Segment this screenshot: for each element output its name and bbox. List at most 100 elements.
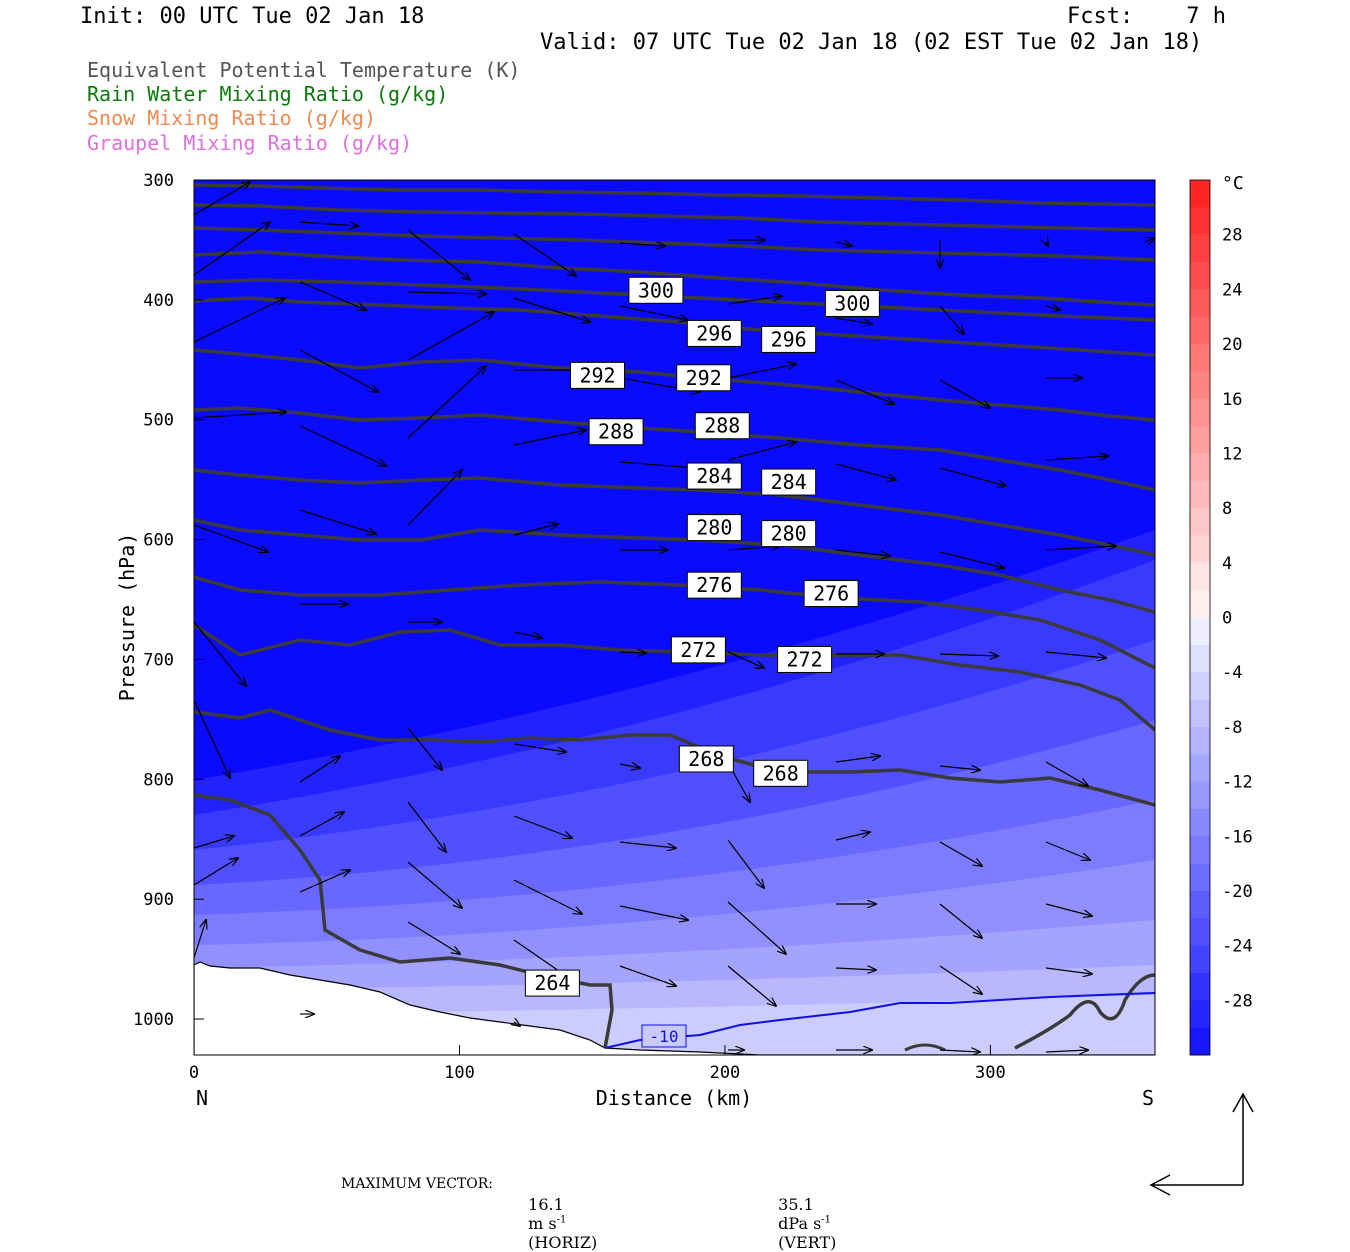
field-label-theta-e: Equivalent Potential Temperature (K)	[87, 58, 521, 82]
contour-label-text: 276	[813, 582, 849, 606]
wind-vector	[407, 229, 470, 280]
vert-unit: dPa s	[778, 1214, 822, 1233]
contour-label-box	[524, 969, 580, 997]
colorbar-unit: °C	[1222, 173, 1244, 194]
wind-vector	[194, 858, 238, 886]
y-tick-label: 400	[143, 291, 174, 311]
colorbar-tick-label: -12	[1222, 773, 1253, 793]
theta-e-contour-288	[194, 406, 1155, 492]
contour-label-box	[777, 645, 833, 673]
colorbar-segment	[1190, 836, 1210, 865]
colorbar-segment	[1190, 918, 1210, 947]
colorbar-segment	[1190, 207, 1210, 236]
wind-vector	[1045, 841, 1090, 860]
y-tick-label: 800	[143, 770, 174, 790]
wind-vector	[513, 297, 590, 322]
wind-vector	[835, 317, 872, 324]
contour-label-text: 268	[688, 747, 724, 771]
max-vector-label: MAXIMUM VECTOR:	[341, 1176, 493, 1192]
colorbar-segment	[1190, 453, 1210, 482]
wind-vector	[1046, 242, 1048, 246]
colorbar-segment	[1190, 508, 1210, 536]
contour-label-text: 284	[771, 470, 807, 494]
wind-vector	[1045, 651, 1106, 658]
wind-vector	[299, 756, 340, 783]
minus-10-label: -10	[641, 1024, 687, 1048]
colorbar-segment	[1190, 863, 1210, 892]
colorbar-segment	[1190, 426, 1210, 454]
theta-e-contour-300	[194, 250, 1155, 307]
wind-vector	[299, 425, 386, 466]
wind-vector	[514, 1022, 520, 1026]
colorbar-segment	[1190, 781, 1210, 810]
contour-label-text: 300	[638, 278, 674, 302]
colorbar-frame	[1189, 179, 1211, 1056]
wind-vector	[619, 764, 640, 768]
wind-vector	[194, 699, 230, 778]
colorbar-segment	[1190, 726, 1210, 755]
minus-10-label-text: -10	[650, 1027, 679, 1046]
wind-vector	[939, 305, 964, 334]
colorbar-segment	[1190, 289, 1210, 318]
wind-vector	[619, 905, 688, 920]
wind-vector	[835, 379, 894, 404]
wind-vectors	[194, 182, 1155, 1052]
field-label-snow: Snow Mixing Ratio (g/kg)	[87, 106, 376, 130]
wind-vector	[299, 281, 366, 310]
wind-vector	[835, 832, 870, 841]
contour-label-text: 272	[680, 638, 716, 662]
colorbar-tick-label: 0	[1222, 609, 1232, 629]
wind-vector	[1045, 306, 1060, 310]
wind-vector	[619, 841, 676, 848]
wind-vector	[619, 965, 676, 986]
max-vector-vert: 35.1 dPa s-1 (VERT)	[768, 1176, 836, 1252]
wind-vector	[513, 430, 586, 446]
wind-vector	[835, 968, 876, 970]
wind-vector	[194, 524, 268, 552]
contour-label-box	[686, 462, 742, 490]
colorbar-tick-label: -20	[1222, 882, 1253, 902]
colorbar-segment	[1190, 972, 1210, 1001]
colorbar-tick-label: 20	[1222, 335, 1242, 355]
colorbar-tick-label: 24	[1222, 280, 1242, 300]
wind-vector	[1045, 967, 1092, 974]
wind-vector	[939, 467, 1006, 486]
contour-label-text: 284	[696, 464, 732, 488]
contour-label-box	[570, 361, 626, 389]
contour-labels: 264 268 268 272 272 276 276 280 280 284 284 288 288 2…	[524, 276, 880, 997]
wind-vector	[835, 549, 890, 556]
wind-vector	[1045, 1050, 1088, 1052]
colorbar-tick-label: 28	[1222, 226, 1242, 246]
wind-vector	[939, 903, 982, 938]
wind-vector	[727, 442, 796, 461]
wind-vector	[407, 801, 446, 852]
contour-label-box	[753, 759, 809, 787]
forecast-hour: Fcst: 7 h	[1067, 4, 1226, 29]
contour-label-box	[694, 412, 750, 440]
theta-e-contour-280	[194, 518, 1155, 614]
field-label-graupel: Graupel Mixing Ratio (g/kg)	[87, 131, 413, 155]
colorbar-segment	[1190, 398, 1210, 427]
wind-vector	[407, 470, 462, 526]
contour-label-box	[761, 520, 817, 548]
wind-vector	[407, 292, 486, 294]
contour-label-box	[588, 418, 644, 446]
colorbar-tick-label: 8	[1222, 499, 1232, 519]
theta-e-contour-272	[194, 623, 1155, 732]
wind-vector	[835, 242, 852, 246]
x-tick-label: 200	[710, 1063, 741, 1083]
colorbar-tick-label: 16	[1222, 390, 1242, 410]
wind-vector	[1045, 903, 1092, 916]
contour-label-box	[803, 580, 859, 608]
contour-label-text: 288	[704, 414, 740, 438]
wind-vector	[1045, 456, 1108, 461]
valid-time: Valid: 07 UTC Tue 02 Jan 18 (02 EST Tue …	[540, 30, 1203, 55]
contour-label-box	[678, 745, 734, 773]
theta-e-contour	[194, 183, 1155, 207]
colorbar-tick-label: -28	[1222, 991, 1253, 1011]
wind-vector	[727, 901, 786, 954]
theta-e-contour	[1014, 973, 1155, 1050]
wind-vector	[513, 233, 576, 276]
wind-vector	[513, 879, 582, 914]
wind-vector	[727, 651, 764, 668]
